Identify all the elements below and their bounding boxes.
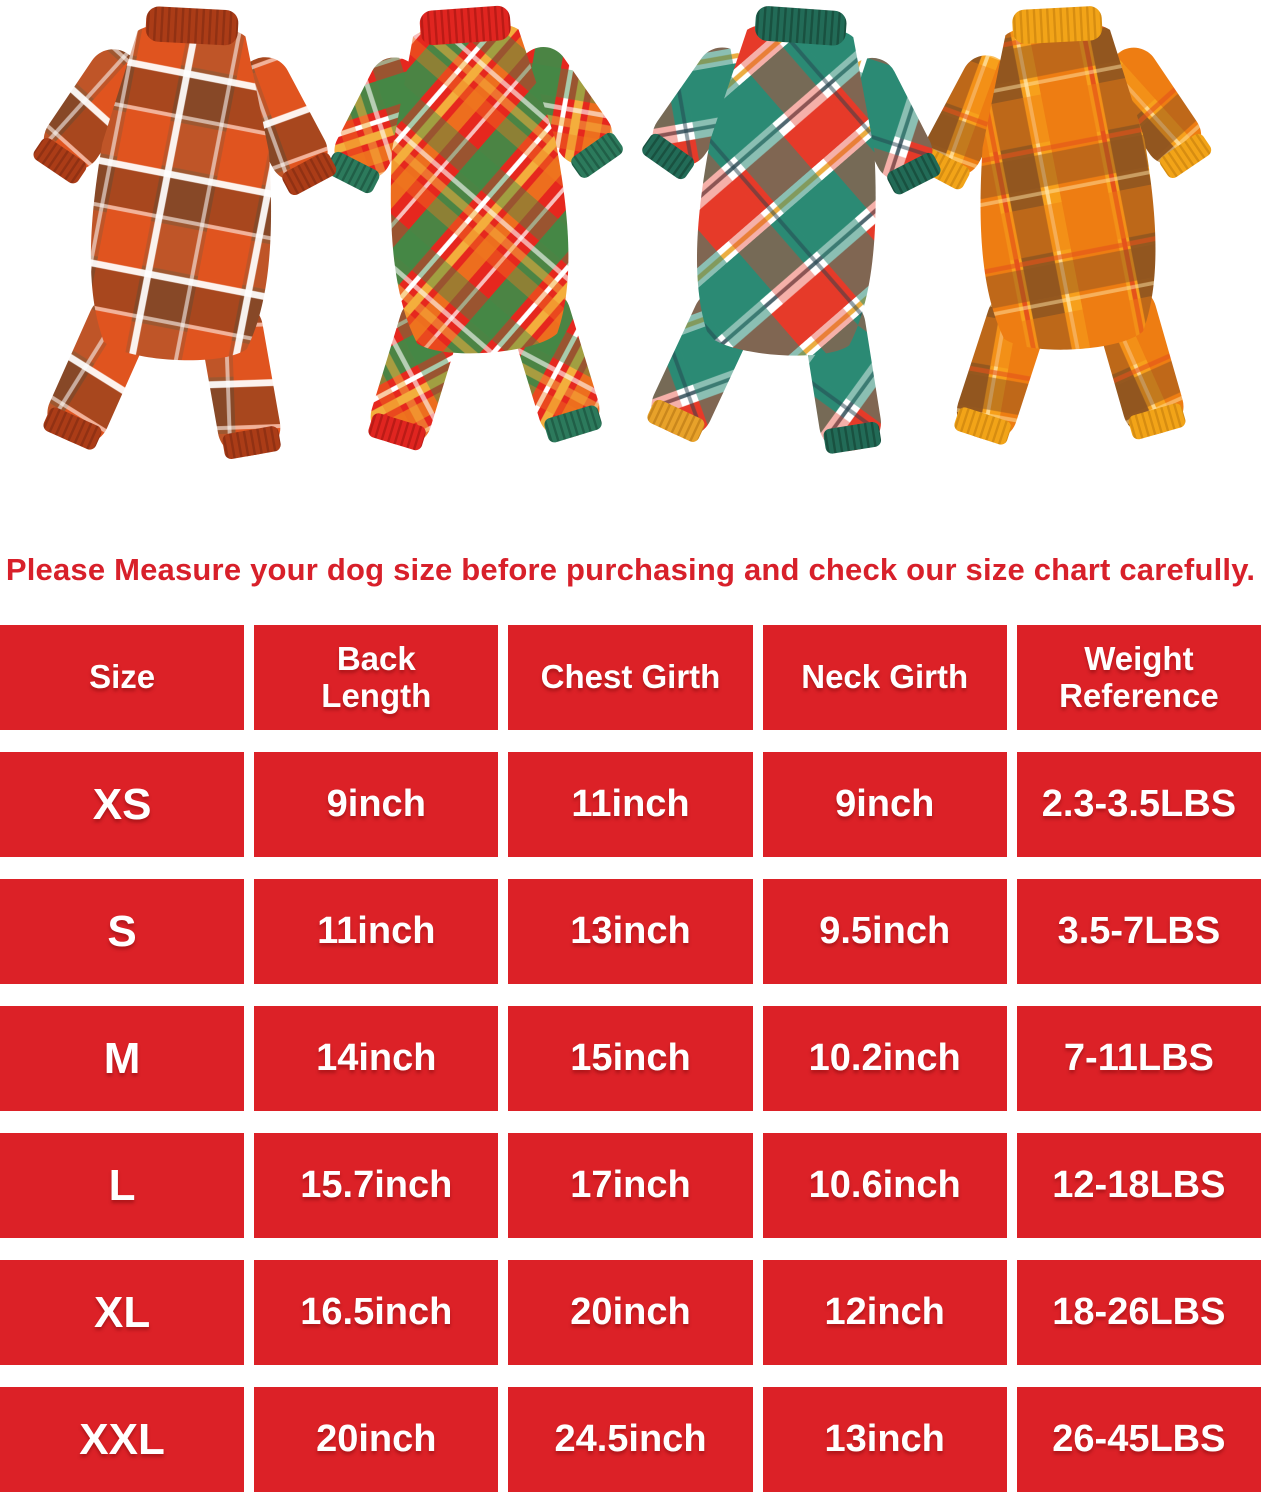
size-chart-cell: 12-18LBS bbox=[1016, 1133, 1261, 1238]
size-chart-cell: 13inch bbox=[508, 879, 753, 984]
pajama-photo-strip bbox=[0, 0, 1261, 515]
size-chart-cell: 11inch bbox=[508, 752, 753, 857]
size-chart-cell: 26-45LBS bbox=[1016, 1387, 1261, 1492]
measure-notice-text: Please Measure your dog size before purc… bbox=[5, 552, 1256, 587]
size-chart-cell: 15.7inch bbox=[254, 1133, 499, 1238]
size-chart-cell: 10.6inch bbox=[762, 1133, 1007, 1238]
size-chart-cell: 2.3-3.5LBS bbox=[1016, 752, 1261, 857]
size-chart-cell: 9inch bbox=[762, 752, 1007, 857]
pajama-collar bbox=[755, 6, 847, 46]
size-chart-cell: 14inch bbox=[254, 1006, 499, 1111]
size-chart-header-neck-girth: Neck Girth bbox=[762, 625, 1007, 730]
size-chart-cell: 20inch bbox=[254, 1387, 499, 1492]
pajama-red-green-tartan-image bbox=[326, 5, 623, 451]
size-chart-cell: 7-11LBS bbox=[1016, 1006, 1261, 1111]
size-chart-header-size: Size bbox=[0, 625, 245, 730]
size-chart-cell: S bbox=[0, 879, 245, 984]
size-chart-cell: 18-26LBS bbox=[1016, 1260, 1261, 1365]
size-chart-header-weight-reference: Weight Reference bbox=[1016, 625, 1261, 730]
size-chart-cell: 10.2inch bbox=[762, 1006, 1007, 1111]
size-chart-cell: 20inch bbox=[508, 1260, 753, 1365]
size-chart-cell: XXL bbox=[0, 1387, 245, 1492]
size-chart-cell: 9.5inch bbox=[762, 879, 1007, 984]
pajama-collar bbox=[145, 6, 239, 46]
size-chart-cell: 24.5inch bbox=[508, 1387, 753, 1492]
size-chart-table: Size Back Length Chest Girth Neck Girth … bbox=[0, 625, 1261, 1500]
size-chart-cell: XL bbox=[0, 1260, 245, 1365]
size-chart-cell: 13inch bbox=[762, 1387, 1007, 1492]
size-chart-cell: 3.5-7LBS bbox=[1016, 879, 1261, 984]
size-chart-cell: 16.5inch bbox=[254, 1260, 499, 1365]
size-chart-cell: M bbox=[0, 1006, 245, 1111]
pajama-collar bbox=[1012, 6, 1103, 44]
size-chart-header-back-length: Back Length bbox=[254, 625, 499, 730]
size-chart-cell: 12inch bbox=[762, 1260, 1007, 1365]
size-chart-cell: XS bbox=[0, 752, 245, 857]
size-chart-header-chest-girth: Chest Girth bbox=[508, 625, 753, 730]
pajama-orange-brown-plaid-image bbox=[917, 6, 1212, 445]
pajama-brown-orange-plaid-image bbox=[33, 6, 337, 460]
pajama-green-white-red-plaid-image bbox=[642, 6, 941, 454]
size-chart-cell: 11inch bbox=[254, 879, 499, 984]
size-chart-cell: L bbox=[0, 1133, 245, 1238]
size-chart-cell: 15inch bbox=[508, 1006, 753, 1111]
size-chart-cell: 9inch bbox=[254, 752, 499, 857]
pajama-collar bbox=[419, 5, 511, 46]
size-chart-cell: 17inch bbox=[508, 1133, 753, 1238]
